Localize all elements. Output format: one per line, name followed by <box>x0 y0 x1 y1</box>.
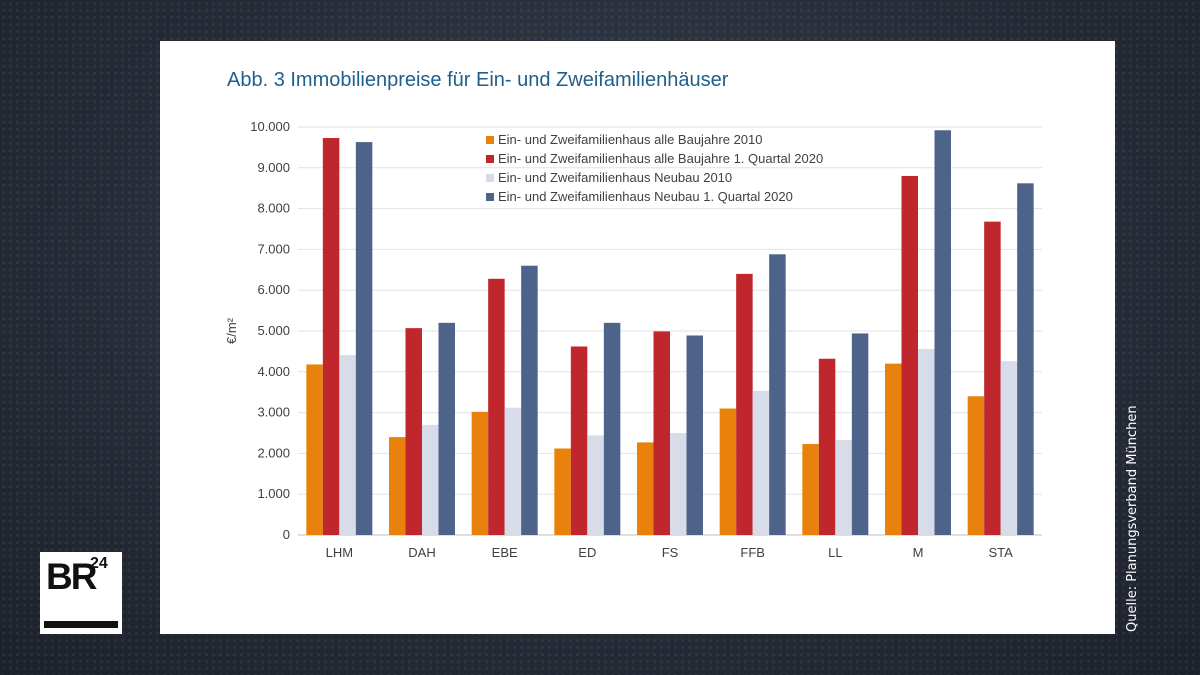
bar <box>637 442 654 535</box>
bar <box>653 331 670 535</box>
x-tick-label: M <box>913 545 924 560</box>
bar <box>1017 183 1034 535</box>
bar <box>967 396 985 535</box>
bar <box>934 130 951 535</box>
y-tick-label: 0 <box>283 527 290 542</box>
bar <box>984 221 1001 535</box>
y-tick-label: 8.000 <box>257 201 290 216</box>
bar <box>471 411 489 535</box>
legend-swatch <box>486 155 494 163</box>
y-tick-label: 4.000 <box>257 364 290 379</box>
bar <box>686 335 703 535</box>
bar <box>355 142 373 535</box>
y-tick-label: 10.000 <box>250 119 290 134</box>
y-tick-label: 2.000 <box>257 445 290 460</box>
bar <box>422 424 439 535</box>
legend-label: Ein- und Zweifamilienhaus Neubau 2010 <box>498 170 732 185</box>
bar <box>389 437 406 535</box>
y-tick-label: 3.000 <box>257 405 290 420</box>
bar <box>570 346 588 535</box>
legend-label: Ein- und Zweifamilienhaus alle Baujahre … <box>498 151 823 166</box>
x-tick-label: FFB <box>740 545 765 560</box>
bar <box>736 273 753 535</box>
y-tick-label: 5.000 <box>257 323 290 338</box>
bar <box>339 355 356 535</box>
y-tick-label: 6.000 <box>257 282 290 297</box>
logo-bar <box>44 621 118 628</box>
bar <box>1000 361 1018 535</box>
bar-chart: 0 1.000 2.000 3.000 4.000 5.000 6.000 7.000 8.00… <box>224 119 1042 560</box>
bar <box>521 265 538 535</box>
chart-panel: Abb. 3 Immobilienpreise für Ein- und Zwe… <box>160 41 1115 634</box>
bar <box>835 439 852 535</box>
bar <box>488 278 505 535</box>
legend-swatch <box>486 136 494 144</box>
br24-logo: BR 24 <box>40 552 122 634</box>
y-tick-label: 9.000 <box>257 160 290 175</box>
x-tick-label: FS <box>662 545 679 560</box>
x-tick-label: LL <box>828 545 842 560</box>
x-tick-label: STA <box>989 545 1014 560</box>
x-tick-label: DAH <box>408 545 435 560</box>
bar <box>818 358 836 535</box>
bar <box>603 322 621 535</box>
y-tick-label: 7.000 <box>257 241 290 256</box>
bar <box>670 433 687 535</box>
legend-label: Ein- und Zweifamilienhaus alle Baujahre … <box>498 132 763 147</box>
x-tick-label: LHM <box>326 545 353 560</box>
bar <box>901 175 918 535</box>
bar <box>438 322 455 535</box>
source-credit: Quelle: Planungsverband München <box>1125 405 1140 632</box>
bar <box>322 138 340 535</box>
y-axis-label: €/m² <box>224 317 239 344</box>
bar <box>851 333 869 535</box>
bar <box>405 328 422 535</box>
legend-label: Ein- und Zweifamilienhaus Neubau 1. Quar… <box>498 189 793 204</box>
bar <box>885 363 902 535</box>
bar <box>554 448 571 535</box>
bar <box>769 254 786 535</box>
bar <box>306 364 323 535</box>
logo-text: BR <box>46 556 97 597</box>
legend-swatch <box>486 193 494 201</box>
bar <box>719 408 737 535</box>
logo-superscript: 24 <box>90 555 108 572</box>
bar <box>802 444 819 535</box>
x-tick-label: ED <box>578 545 596 560</box>
chart-title: Abb. 3 Immobilienpreise für Ein- und Zwe… <box>227 69 729 91</box>
bar <box>752 390 770 535</box>
legend-swatch <box>486 174 494 182</box>
x-tick-label: EBE <box>492 545 518 560</box>
bar <box>918 348 935 535</box>
bar <box>587 435 604 535</box>
bar <box>504 407 522 535</box>
y-tick-label: 1.000 <box>257 486 290 501</box>
